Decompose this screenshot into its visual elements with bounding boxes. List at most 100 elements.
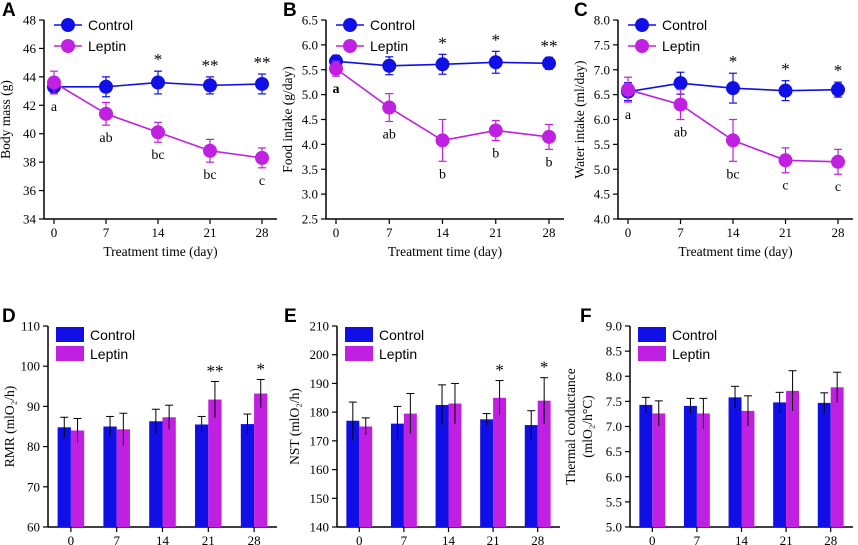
y-tick-label: 5.0 [606, 520, 622, 535]
legend-marker-leptin [343, 39, 357, 53]
y-tick-label: 48 [23, 13, 36, 28]
bar-leptin [359, 426, 373, 527]
x-tick-label: 21 [202, 533, 215, 545]
y-tick-label: 180 [310, 405, 330, 420]
x-tick-label: 28 [531, 533, 544, 545]
legend-marker-control [61, 18, 75, 32]
data-point-leptin [203, 143, 217, 158]
y-tick-label: 8.0 [594, 13, 610, 28]
legend-swatch-control [638, 327, 666, 342]
data-point-control [726, 81, 740, 96]
significance-letter: bc [726, 167, 739, 182]
data-point-leptin [151, 125, 165, 140]
bar-control [480, 419, 494, 527]
x-tick-label: 21 [204, 225, 217, 240]
legend-swatch-leptin [345, 346, 373, 361]
y-tick-label: 7.0 [594, 62, 610, 77]
y-tick-label: 170 [310, 433, 330, 448]
y-tick-label: 100 [21, 359, 41, 374]
data-point-leptin [255, 150, 269, 165]
data-point-control [673, 76, 688, 91]
y-tick-label: 4.5 [302, 112, 318, 127]
significance-star: * [256, 359, 265, 378]
y-tick-label: 5.5 [606, 494, 622, 509]
bar-control [773, 402, 787, 527]
bar-control [435, 404, 449, 527]
y-tick-label: 36 [23, 183, 37, 198]
data-point-control [151, 75, 165, 90]
x-axis-label: Treatment time (day) [388, 244, 502, 259]
legend-label: Control [379, 327, 424, 343]
legend-swatch-control [345, 327, 373, 342]
y-tick-label: 190 [310, 376, 330, 391]
bar-control [390, 423, 404, 527]
y-tick-label: 90 [27, 399, 40, 414]
x-tick-label: 7 [113, 533, 120, 545]
significance-star: ** [254, 53, 271, 72]
panel-c: C 4.0 4.5 5.0 5.5 6.0 6.5 7.0 7.5 8.0 Water intake… [572, 0, 853, 259]
significance-star: * [781, 60, 790, 79]
x-tick-label: 0 [333, 225, 340, 240]
x-tick-label: 14 [156, 533, 170, 545]
bar-control [524, 425, 538, 527]
significance-letter: a [625, 108, 632, 123]
y-axis-label: NST (mlO₂/h) [287, 388, 302, 465]
panel-letter: E [284, 306, 297, 327]
significance-star: * [540, 358, 549, 377]
x-tick-label: 21 [780, 533, 793, 545]
y-tick-label: 4.0 [302, 137, 318, 152]
significance-letter: bc [151, 148, 164, 163]
y-tick-label: 5.5 [302, 62, 318, 77]
bar-control [639, 404, 653, 527]
y-tick-label: 6.0 [594, 112, 610, 127]
legend-swatch-leptin [56, 346, 84, 361]
panel-a: A 34 36 38 40 42 44 46 48 Body mass (g) Treatment … [0, 0, 277, 259]
y-tick-label: 6.5 [594, 87, 610, 102]
panel-letter: A [2, 0, 16, 21]
bar-leptin [652, 413, 666, 527]
legend-label: Leptin [90, 346, 128, 362]
data-point-leptin [435, 133, 450, 148]
y-tick-label: 5.0 [594, 162, 610, 177]
bar-control [195, 424, 209, 527]
bar-control [149, 421, 163, 527]
y-tick-label: 7.5 [606, 394, 622, 409]
bar-control [240, 424, 255, 527]
significance-star: ** [202, 56, 219, 75]
x-tick-label: 14 [442, 533, 456, 545]
bar-control [57, 427, 71, 527]
bar-control [103, 426, 117, 527]
panel-f: F 5.0 5.5 6.0 6.5 7.0 7.5 8.0 8.5 9.0 Thermal cond… [563, 306, 853, 545]
x-tick-label: 7 [386, 225, 393, 240]
significance-letter: ab [99, 131, 112, 146]
y-tick-label: 8.5 [606, 344, 622, 359]
legend-label: Control [90, 327, 135, 343]
x-tick-label: 14 [152, 225, 166, 240]
data-point-control [831, 82, 845, 97]
x-axis-label: Treatment time (day) [678, 244, 792, 259]
y-tick-label: 46 [23, 41, 37, 56]
bar-control [817, 402, 831, 527]
legend-marker-leptin [61, 39, 75, 53]
significance-star: * [438, 33, 447, 52]
significance-star: * [154, 50, 163, 69]
x-tick-label: 0 [51, 225, 58, 240]
data-point-control [255, 76, 269, 91]
data-point-leptin [621, 82, 635, 97]
data-point-leptin [778, 153, 793, 168]
y-tick-label: 70 [27, 479, 40, 494]
significance-star: * [834, 61, 843, 80]
x-tick-label: 21 [487, 533, 500, 545]
y-axis-label: Thermal conductance (mlO₂/h°C) [563, 368, 595, 485]
legend-label: Control [370, 17, 415, 33]
bar-leptin [786, 390, 800, 527]
data-point-control [488, 55, 503, 70]
x-tick-label: 14 [727, 225, 741, 240]
significance-star: ** [206, 361, 223, 380]
bar-leptin [70, 430, 85, 527]
legend-label: Leptin [370, 38, 408, 54]
data-point-leptin [673, 97, 688, 112]
y-tick-label: 2.5 [302, 212, 318, 227]
y-axis-label: Body mass (g) [0, 80, 13, 159]
